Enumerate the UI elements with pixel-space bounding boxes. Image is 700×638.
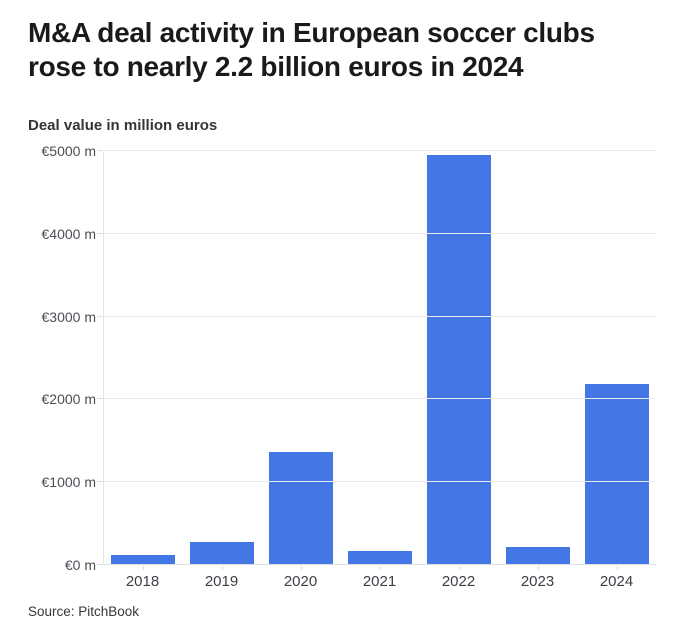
x-axis-label-2022: 2022	[441, 573, 476, 590]
x-axis-labels: 2018 2019 2020 2021 2022 2023 2024	[103, 565, 656, 590]
bar-slot-2021	[341, 151, 420, 570]
bar-2019	[190, 541, 255, 565]
y-tick-mark-2000	[97, 398, 103, 400]
gridline-3000	[104, 315, 656, 317]
x-axis-label-2024: 2024	[599, 573, 634, 590]
x-axis-label-2023: 2023	[520, 573, 555, 590]
bar-2024	[584, 383, 649, 565]
y-tick-mark-5000	[97, 150, 103, 151]
x-tick-mark-2022	[458, 566, 460, 570]
bar-slot-2020	[262, 151, 341, 570]
page-title-line2: rose to nearly 2.2 billion euros in 2024	[28, 51, 524, 82]
bar-2023	[505, 546, 570, 565]
page-title-line1: M&A deal activity in European soccer clu…	[28, 17, 595, 48]
x-axis-label-2020: 2020	[283, 573, 318, 590]
y-tick-mark-0	[97, 564, 103, 565]
bars	[104, 151, 656, 570]
chart-subtitle: Deal value in million euros	[28, 117, 218, 134]
bar-slot-2019	[183, 151, 262, 570]
bar-2018	[111, 555, 176, 565]
x-tick-mark-2021	[380, 566, 381, 570]
bar-2020	[269, 451, 334, 565]
bar-2021	[348, 550, 412, 565]
y-axis-label-4000: €4000 m	[41, 225, 96, 242]
y-axis-label-3000: €3000 m	[41, 308, 96, 325]
x-tick-mark-2024	[616, 566, 618, 570]
x-axis-label-2019: 2019	[204, 573, 239, 590]
y-tick-mark-1000	[97, 481, 103, 483]
x-tick-mark-2023	[537, 566, 539, 570]
bar-slot-2024	[577, 151, 656, 570]
y-axis-label-0: €0 m	[64, 557, 96, 573]
bar-slot-2022	[419, 151, 498, 570]
y-tick-mark-3000	[97, 315, 103, 317]
gridline-1000	[104, 481, 656, 483]
x-tick-mark-2019	[222, 566, 224, 570]
bar-2022	[426, 155, 491, 565]
gridline-5000	[104, 150, 656, 151]
x-axis-label-2018: 2018	[125, 573, 160, 590]
page-title: M&A deal activity in European soccer clu…	[28, 16, 678, 84]
gridline-4000	[104, 232, 656, 234]
bar-slot-2023	[498, 151, 577, 570]
y-axis-label-1000: €1000 m	[41, 474, 96, 491]
x-tick-mark-2020	[301, 566, 303, 570]
y-tick-mark-4000	[97, 232, 103, 234]
chart-area: 2018 2019 2020 2021 2022 2023 2024 €0 m €1000 m…	[0, 144, 700, 590]
plot-area	[103, 150, 656, 570]
bar-slot-2018	[104, 151, 183, 570]
source-note: Source: PitchBook	[28, 604, 140, 619]
gridline-0	[104, 564, 656, 565]
x-tick-mark-2018	[143, 566, 145, 570]
x-axis-label-2021: 2021	[362, 573, 397, 590]
y-axis-label-5000: €5000 m	[41, 143, 96, 159]
y-axis-label-2000: €2000 m	[41, 391, 96, 408]
gridline-2000	[104, 398, 656, 400]
